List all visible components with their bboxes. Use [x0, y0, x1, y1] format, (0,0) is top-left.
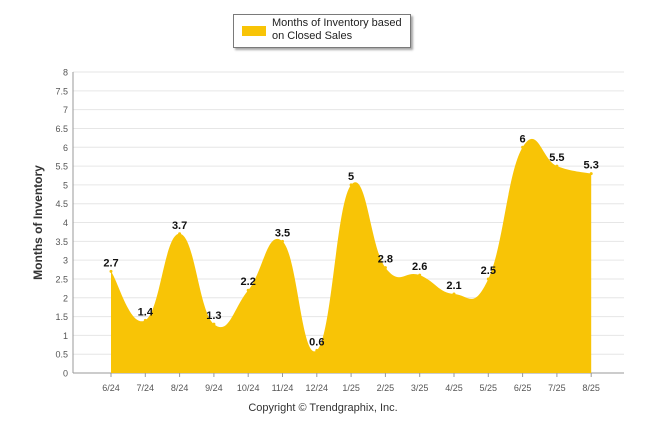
x-tick-label: 9/24	[205, 383, 223, 393]
legend-swatch	[242, 26, 266, 36]
y-tick-label: 6	[63, 143, 68, 153]
data-point	[555, 164, 559, 168]
x-tick-label: 5/25	[480, 383, 498, 393]
y-tick-label: 4.5	[55, 199, 68, 209]
y-tick-label: 6.5	[55, 124, 68, 134]
y-tick-label: 4	[63, 218, 68, 228]
x-tick-label: 4/25	[445, 383, 463, 393]
data-point	[212, 322, 216, 326]
data-label: 5	[348, 171, 354, 183]
series-area	[111, 138, 592, 373]
legend-label: Months of Inventory based on Closed Sale…	[272, 17, 402, 42]
data-point	[246, 288, 250, 292]
x-tick-label: 1/25	[342, 383, 360, 393]
x-tick-label: 11/24	[272, 383, 294, 393]
data-point	[349, 183, 353, 187]
x-tick-label: 7/24	[137, 383, 155, 393]
y-tick-label: 1	[63, 331, 68, 341]
y-tick-label: 1.5	[55, 312, 68, 322]
x-tick-label: 8/24	[171, 383, 189, 393]
data-label: 2.2	[241, 276, 256, 288]
data-point	[418, 273, 422, 277]
y-tick-label: 2.5	[55, 274, 68, 284]
y-tick-label: 5.5	[55, 162, 68, 172]
data-label: 6	[520, 133, 526, 145]
data-point	[589, 172, 593, 176]
data-point	[486, 277, 490, 281]
x-tick-label: 7/25	[548, 383, 566, 393]
data-label: 0.6	[309, 336, 324, 348]
data-point	[315, 348, 319, 352]
data-point	[143, 318, 147, 322]
data-label: 3.7	[172, 220, 187, 232]
data-label: 5.3	[584, 160, 599, 172]
copyright-text: Copyright © Trendgraphix, Inc.	[248, 402, 398, 414]
chart-legend: Months of Inventory based on Closed Sale…	[233, 14, 411, 48]
data-label: 2.8	[378, 254, 393, 266]
x-tick-label: 8/25	[582, 383, 600, 393]
y-tick-label: 0.5	[55, 350, 68, 360]
data-point	[383, 266, 387, 270]
data-point	[452, 292, 456, 296]
data-label: 2.1	[446, 280, 461, 292]
data-point	[178, 232, 182, 236]
y-tick-label: 3.5	[55, 237, 68, 247]
x-tick-label: 6/24	[102, 383, 120, 393]
y-tick-label: 5	[63, 180, 68, 190]
y-tick-label: 2	[63, 293, 68, 303]
y-tick-label: 3	[63, 256, 68, 266]
data-point	[281, 239, 284, 243]
data-point	[109, 269, 113, 273]
y-tick-label: 7	[63, 105, 68, 115]
data-label: 2.5	[481, 265, 496, 277]
data-label: 2.7	[103, 257, 118, 269]
y-tick-label: 0	[63, 369, 68, 379]
data-label: 3.5	[275, 227, 290, 239]
data-label: 2.6	[412, 261, 427, 273]
data-label: 1.3	[206, 310, 221, 322]
y-tick-label: 8	[63, 68, 68, 78]
y-axis-title: Months of Inventory	[31, 165, 45, 280]
x-tick-label: 6/25	[514, 383, 532, 393]
x-tick-label: 2/25	[377, 383, 395, 393]
data-label: 1.4	[138, 306, 154, 318]
data-label: 5.5	[549, 152, 564, 164]
x-tick-label: 10/24	[237, 383, 260, 393]
data-point	[521, 145, 525, 149]
x-tick-label: 12/24	[306, 383, 329, 393]
y-tick-label: 7.5	[55, 86, 68, 96]
x-tick-label: 3/25	[411, 383, 429, 393]
